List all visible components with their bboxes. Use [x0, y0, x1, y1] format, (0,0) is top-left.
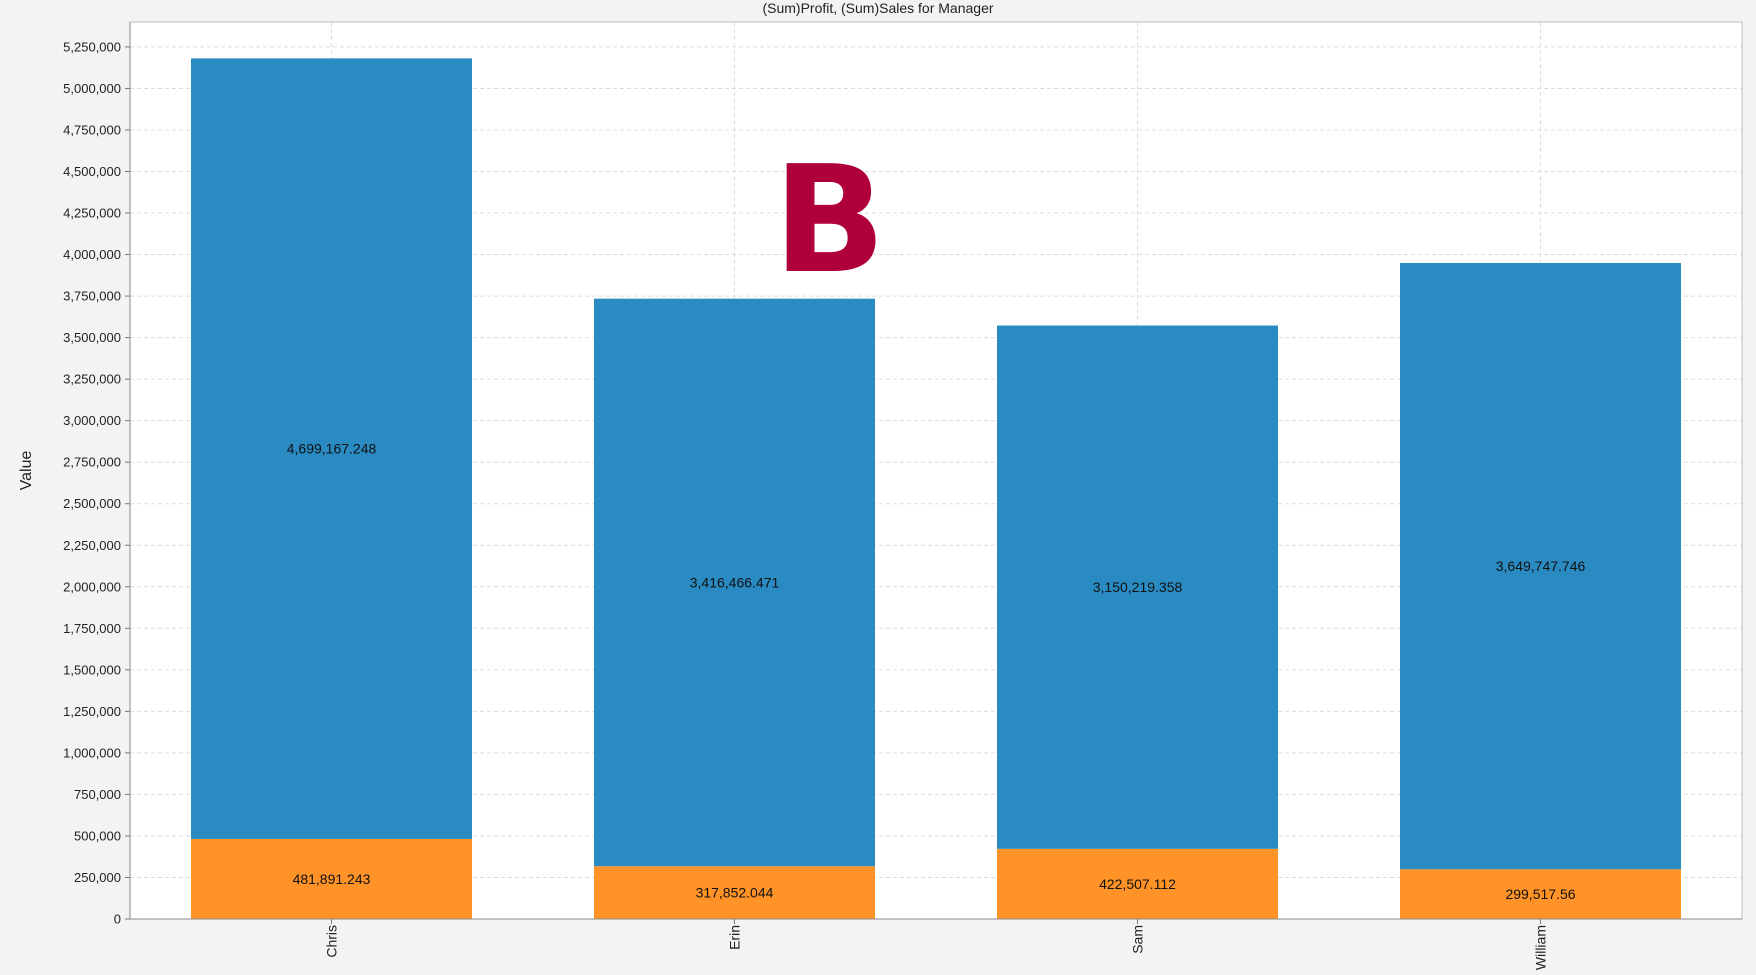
y-tick-label: 750,000 — [74, 787, 121, 802]
bar-segment — [1400, 869, 1681, 919]
y-tick-label: 1,500,000 — [63, 662, 121, 677]
bar-segment — [1400, 262, 1681, 870]
y-tick-label: 2,500,000 — [63, 496, 121, 511]
y-tick-label: 3,500,000 — [63, 330, 121, 345]
y-tick-label: 3,000,000 — [63, 413, 121, 428]
x-tick-label: Erin — [727, 925, 743, 950]
data-label: 422,507.112 — [1099, 876, 1176, 892]
data-label: 4,699,167.248 — [287, 441, 377, 457]
annotation-letter: B — [773, 134, 886, 306]
y-tick-label: 1,000,000 — [63, 745, 121, 760]
data-label: 299,517.56 — [1505, 886, 1575, 902]
y-tick-label: 3,250,000 — [63, 372, 121, 387]
bar-segment — [191, 838, 472, 919]
data-label: 3,150,219.358 — [1093, 579, 1183, 595]
x-tick-label: William — [1533, 925, 1549, 970]
data-label: 3,416,466.471 — [690, 574, 780, 590]
y-tick-label: 0 — [114, 912, 121, 927]
bar-segment — [191, 58, 472, 839]
y-tick-label: 2,250,000 — [63, 538, 121, 553]
y-tick-label: 1,250,000 — [63, 704, 121, 719]
y-tick-label: 250,000 — [74, 870, 121, 885]
y-tick-label: 5,250,000 — [63, 39, 121, 54]
bar-segment — [997, 848, 1278, 919]
data-label: 481,891.243 — [293, 871, 371, 887]
data-label: 317,852.044 — [696, 885, 774, 901]
y-tick-label: 2,750,000 — [63, 455, 121, 470]
y-tick-label: 4,750,000 — [63, 122, 121, 137]
y-tick-label: 3,750,000 — [63, 289, 121, 304]
x-tick-label: Chris — [324, 925, 340, 958]
y-tick-label: 500,000 — [74, 828, 121, 843]
bar-segment — [997, 325, 1278, 849]
y-tick-label: 4,500,000 — [63, 164, 121, 179]
bar-segment — [594, 866, 875, 919]
y-axis-title: Value — [18, 451, 35, 491]
y-tick-label: 2,000,000 — [63, 579, 121, 594]
y-tick-label: 4,000,000 — [63, 247, 121, 262]
y-tick-label: 1,750,000 — [63, 621, 121, 636]
y-tick-label: 5,000,000 — [63, 81, 121, 96]
y-tick-label: 4,250,000 — [63, 206, 121, 221]
bar-segment — [594, 298, 875, 867]
x-tick-label: Sam — [1130, 925, 1146, 954]
data-label: 3,649,747.746 — [1496, 558, 1586, 574]
chart-title: (Sum)Profit, (Sum)Sales for Manager — [762, 0, 994, 16]
